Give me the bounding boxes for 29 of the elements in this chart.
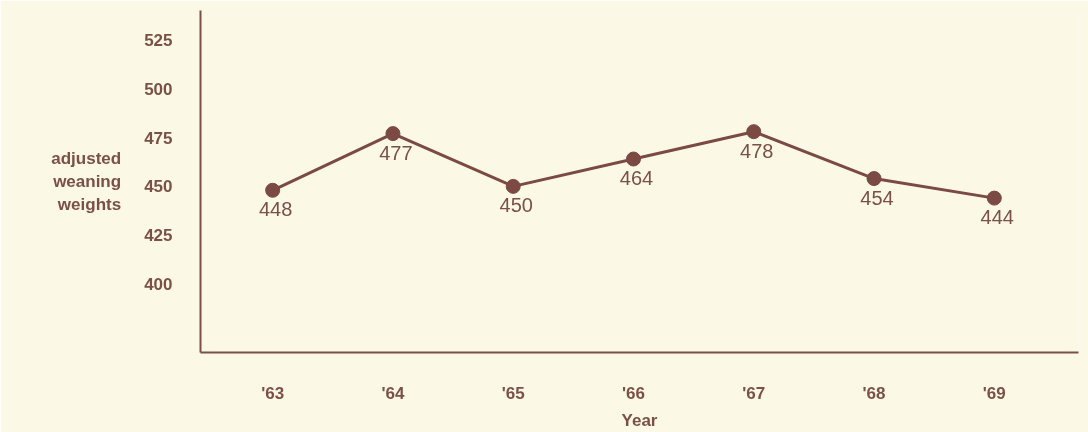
point bbox=[265, 182, 281, 198]
point bbox=[746, 124, 762, 140]
x-tick-label: '69 bbox=[982, 383, 1006, 403]
x-tick-label: '66 bbox=[622, 383, 645, 403]
y-tick-label: 425 bbox=[144, 226, 173, 246]
data-label: 444 bbox=[980, 206, 1014, 229]
y-tick-label: 450 bbox=[144, 177, 173, 197]
point bbox=[866, 171, 882, 187]
x-tick-label: '68 bbox=[862, 383, 886, 403]
data-label: 477 bbox=[379, 141, 413, 164]
y-tick-label: 400 bbox=[144, 275, 173, 295]
y-axis-title: adjusted weaning weights bbox=[51, 149, 122, 214]
point bbox=[385, 126, 401, 142]
x-tick-label: '67 bbox=[742, 383, 766, 403]
data-label: 478 bbox=[740, 139, 774, 162]
x-tick-label: '64 bbox=[381, 383, 405, 403]
point bbox=[505, 178, 521, 194]
x-axis-title: Year bbox=[621, 410, 658, 430]
y-tick-label: 475 bbox=[144, 128, 173, 148]
data-label: 450 bbox=[499, 194, 533, 217]
y-tick-label: 525 bbox=[144, 30, 173, 50]
point bbox=[625, 151, 641, 167]
data-label: 464 bbox=[619, 167, 654, 190]
x-tick-label: '63 bbox=[261, 383, 285, 403]
point bbox=[986, 190, 1002, 206]
data-label: 454 bbox=[860, 186, 894, 209]
x-tick-label: '65 bbox=[501, 383, 525, 403]
y-tick-label: 500 bbox=[144, 79, 173, 99]
data-label: 448 bbox=[258, 198, 293, 221]
